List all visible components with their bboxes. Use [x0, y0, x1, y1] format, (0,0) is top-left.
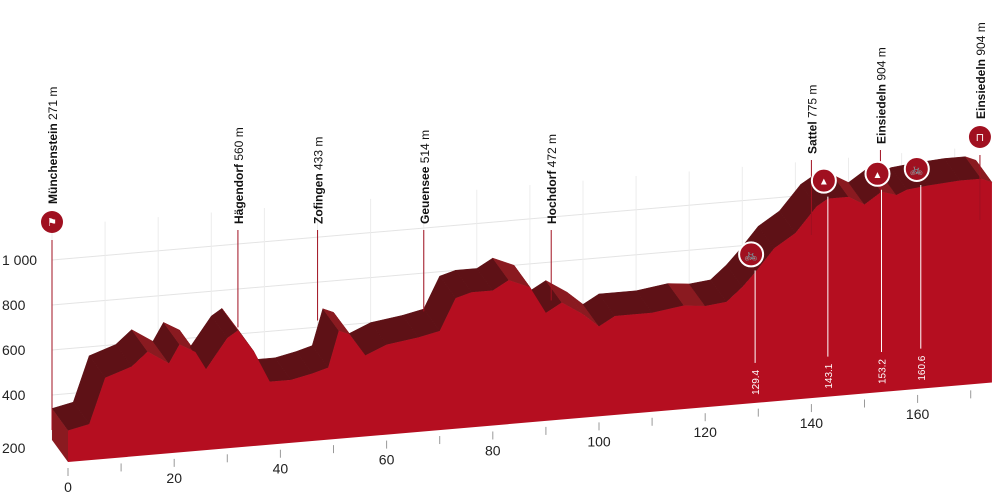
x-tick-label: 80	[485, 442, 501, 458]
y-tick-label: 400	[2, 387, 26, 403]
start-flag-icon-glyph: ⚑	[47, 217, 57, 229]
location-name: Münchenstein	[46, 123, 60, 204]
y-tick-label: 1 000	[2, 252, 37, 268]
location-name: Einsiedeln	[874, 84, 888, 144]
x-tick-label: 100	[587, 433, 611, 449]
x-tick-label: 0	[64, 479, 72, 495]
location-name: Zofingen	[312, 173, 326, 224]
location-elevation: 472 m	[545, 134, 559, 171]
climb-cat-3-icon-glyph: ▲	[873, 170, 883, 181]
location-elevation: 904 m	[874, 47, 888, 84]
profile-front-face	[68, 178, 992, 463]
location-elevation: 775 m	[805, 85, 819, 122]
sprint-icon-glyph: 🚲	[744, 249, 758, 261]
x-tick-label: 160	[906, 406, 930, 422]
location-elevation: 904 m	[974, 22, 988, 59]
sprint-icon-glyph: 🚲	[910, 164, 924, 176]
marker-km-label: 153.2	[877, 359, 888, 384]
marker-km-label: 129.4	[751, 369, 762, 394]
location-name: Hägendorf	[232, 163, 246, 224]
marker-km-label: 160.6	[917, 355, 928, 380]
location-label: Einsiedeln 904 m	[974, 22, 988, 119]
finish-icon	[968, 126, 991, 148]
start-flag-icon	[41, 211, 63, 233]
climb-cat-3-icon	[864, 160, 891, 187]
y-tick-label: 800	[2, 297, 26, 313]
location-name: Hochdorf	[545, 170, 559, 224]
location-label: Sattel 775 m	[805, 85, 819, 154]
location-label: Hochdorf 472 m	[545, 134, 559, 224]
finish-icon-glyph: ⊓	[976, 132, 985, 144]
location-elevation: 514 m	[418, 130, 432, 167]
marker-km-label: 143.1	[824, 363, 835, 388]
sprint-icon	[738, 241, 765, 268]
location-label: Hägendorf 560 m	[232, 127, 246, 224]
profile-top-segment	[964, 156, 993, 183]
x-tick-label: 40	[273, 461, 289, 477]
profile-side	[52, 408, 68, 462]
sprint-icon	[903, 155, 930, 182]
x-tick-label: 60	[379, 452, 395, 468]
x-tick-label: 120	[694, 424, 718, 440]
location-elevation: 433 m	[312, 137, 326, 174]
location-label: Einsiedeln 904 m	[874, 47, 888, 144]
location-label: Zofingen 433 m	[312, 137, 326, 224]
location-elevation: 271 m	[46, 87, 60, 124]
location-label: Geuensee 514 m	[418, 130, 432, 224]
location-label: Münchenstein 271 m	[46, 87, 60, 204]
y-tick-label: 200	[2, 440, 26, 456]
x-tick-label: 20	[166, 470, 182, 486]
y-tick-label: 600	[2, 342, 26, 358]
location-name: Geuensee	[418, 166, 432, 224]
location-elevation: 560 m	[232, 127, 246, 164]
x-tick-label: 140	[800, 415, 824, 431]
location-name: Einsiedeln	[974, 59, 988, 119]
location-name: Sattel	[805, 121, 819, 154]
climb-cat-2-icon-glyph: ▲	[819, 177, 829, 188]
climb-cat-2-icon	[810, 167, 837, 194]
